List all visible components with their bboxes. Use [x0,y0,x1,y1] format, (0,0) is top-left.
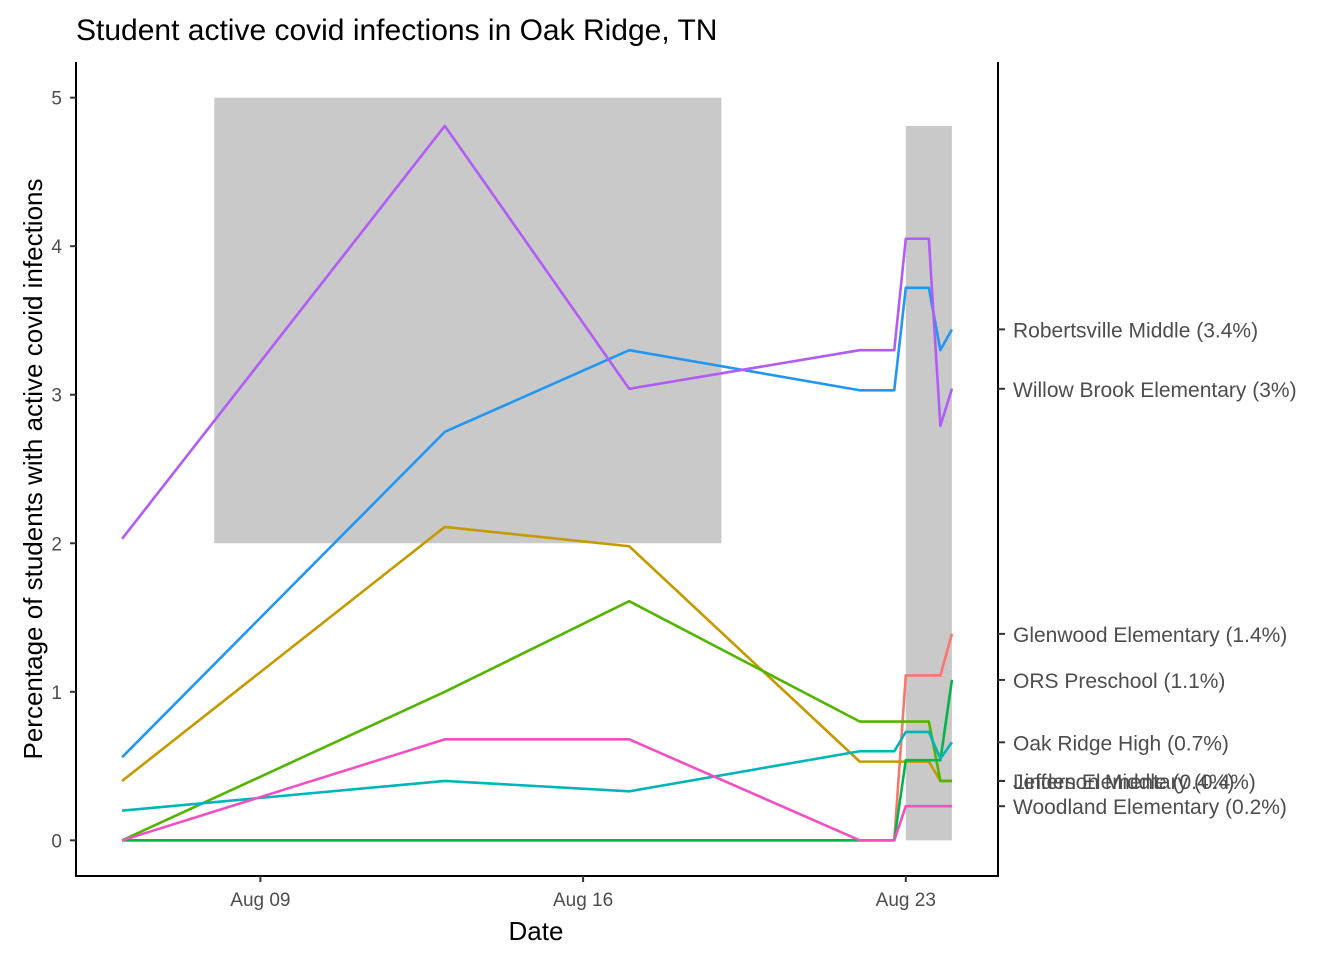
series-line-5 [121,730,953,812]
shaded-region-1 [214,97,722,544]
end-label: Oak Ridge High (0.7%) [1013,732,1229,755]
x-axis-ticks: Aug 09 Aug 16 Aug 23 [230,876,936,911]
end-label: Linden Elementary (0.4%) [1013,771,1256,794]
chart-title: Student active covid infections in Oak R… [76,14,717,47]
y-tick-label: 2 [51,534,62,555]
series-line-7 [121,124,954,540]
y-tick-label: 1 [51,683,62,704]
shaded-regions [214,97,952,841]
end-label: Jefferson Middle (0.4%) [1013,771,1234,794]
y-tick-label: 3 [51,386,62,407]
series-line-2 [121,525,952,783]
y-tick-label: 5 [51,89,62,110]
series-line-1 [122,633,954,842]
y-axis-ticks: 0 1 2 3 4 5 [51,89,76,852]
y-axis-title: Percentage of students with active covid… [18,179,48,760]
x-tick-label: Aug 09 [230,890,290,911]
end-label: Woodland Elementary (0.2%) [1013,796,1287,819]
y-tick-label: 0 [51,831,62,852]
series-end-labels: Robertsville Middle (3.4%) Willow Brook E… [998,319,1297,819]
series-line-3 [121,599,952,842]
series-line-6 [121,286,954,759]
end-label: Willow Brook Elementary (3%) [1013,379,1297,402]
end-label: ORS Preschool (1.1%) [1013,670,1225,693]
x-axis-title: Date [509,916,564,946]
end-label: Robertsville Middle (3.4%) [1013,319,1258,342]
series-line-8 [121,738,952,842]
x-tick-label: Aug 16 [553,890,613,911]
series-lines [121,124,954,842]
x-tick-label: Aug 23 [876,890,936,911]
end-label: Glenwood Elementary (1.4%) [1013,624,1287,647]
y-tick-label: 4 [51,237,62,258]
axes [75,62,999,877]
